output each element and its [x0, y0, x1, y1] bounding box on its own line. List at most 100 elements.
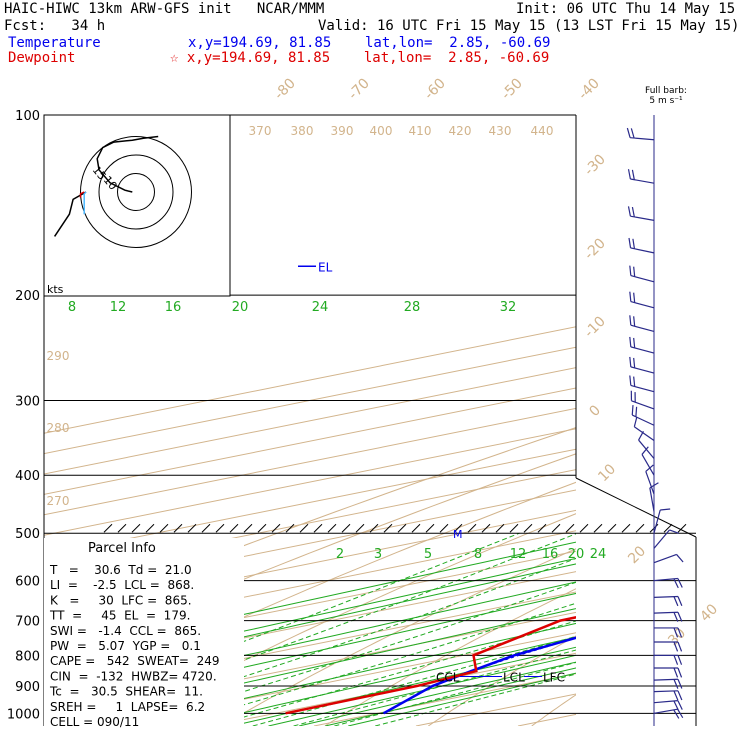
pressure-tick-label: 900 [15, 680, 40, 695]
tick-mark [327, 523, 337, 533]
tick-mark [593, 523, 603, 533]
isotherm-line [44, 326, 576, 434]
mixing-ratio-line [185, 636, 576, 726]
parcel-info-row: SWI = -1.4 CCL = 865. [50, 624, 201, 638]
mixing-ratio-line [298, 661, 576, 726]
isotherm-line [44, 387, 576, 495]
wind-barb [653, 508, 671, 534]
tick-mark [187, 523, 197, 533]
wind-barb [649, 482, 659, 512]
wind-barb [653, 611, 683, 622]
lcl-label: LCL [503, 671, 525, 685]
mixing-ratio-line [268, 654, 576, 726]
dry-adiabat [324, 588, 576, 726]
mixing-ratio-tick-label: 12 [110, 300, 127, 315]
parcel-info-row: K = 30 LFC = 865. [50, 593, 192, 607]
tick-mark [271, 523, 281, 533]
wind-barb [653, 678, 683, 689]
wind-barb [627, 169, 655, 184]
pressure-tick-label: 600 [15, 575, 40, 590]
tick-mark [509, 523, 519, 533]
barb-key-title: Full barb: [645, 86, 687, 96]
temperature-tick-label: -50 [498, 75, 525, 102]
mixing-ratio-tick-label: 24 [590, 547, 607, 562]
parcel-info-row: Tc = 30.5 SHEAR= 11. [49, 685, 203, 699]
theta-tick-label: 430 [489, 124, 512, 138]
temperature-tick-label: -80 [271, 75, 298, 102]
temperature-tick-label: 10 [595, 461, 619, 485]
mixing-ratio-line [348, 672, 576, 726]
dry-adiabat [44, 453, 576, 665]
tick-mark [369, 523, 379, 533]
isotherm-line [44, 367, 576, 475]
theta-tick-label: 280 [47, 421, 70, 435]
mixing-ratio-tick-label: 8 [474, 547, 482, 562]
mixing-ratio-tick-label: 24 [312, 300, 329, 315]
wind-barb [653, 690, 683, 701]
tick-mark [299, 523, 309, 533]
tick-mark [145, 523, 155, 533]
mixing-ratio-tick-label: 12 [510, 547, 527, 562]
temperature-tick-label: -30 [581, 151, 608, 178]
tick-mark [159, 523, 169, 533]
wind-barb [628, 237, 655, 254]
wind-barb [629, 356, 655, 374]
wind-barb [629, 375, 655, 393]
hodograph-frame [43, 114, 231, 297]
temperature-tick-label: 0 [586, 402, 604, 420]
tick-mark [397, 523, 407, 533]
mixing-ratio-line [44, 563, 576, 682]
wind-barb [629, 265, 655, 283]
tick-mark [565, 523, 575, 533]
model-title: HAIC-HIWC 13km ARW-GFS init NCAR/MMM [4, 1, 325, 17]
tick-mark [341, 523, 351, 533]
temperature-tick-label: -70 [345, 75, 372, 102]
wind-barb [626, 127, 655, 141]
tick-mark [635, 523, 645, 533]
temperature-location: x,y=194.69, 81.85 lat,lon= 2.85, -60.69 [188, 35, 551, 51]
tick-mark [439, 523, 449, 533]
parcel-info-row: SREH = 1 LAPSE= 6.2 [50, 700, 205, 714]
tick-mark [467, 523, 477, 533]
wind-barb [645, 464, 655, 495]
wind-barb [653, 553, 684, 564]
init-time: Init: 06 UTC Thu 14 May 15 [516, 1, 736, 17]
hodograph-trace [53, 191, 87, 237]
el-label: EL [318, 260, 333, 274]
mixing-ratio-tick-label: 28 [404, 300, 421, 315]
mixing-ratio-tick-label: 16 [165, 300, 182, 315]
wind-barb [641, 446, 655, 476]
parcel-info-title: Parcel Info [88, 541, 156, 556]
tick-mark [579, 523, 589, 533]
pressure-tick-label: 500 [15, 527, 40, 542]
pressure-tick-label: 100 [15, 109, 40, 124]
mixing-ratio-tick-label: 20 [232, 300, 249, 315]
sounding-traces [285, 616, 576, 715]
wind-barbs [626, 115, 684, 726]
pressure-tick-label: 300 [15, 394, 40, 409]
theta-tick-label: 290 [47, 349, 70, 363]
tick-mark [453, 523, 463, 533]
dry-adiabat [221, 548, 576, 726]
temperature-tick-label: 40 [697, 601, 721, 625]
header: HAIC-HIWC 13km ARW-GFS init NCAR/MMM Ini… [0, 0, 740, 70]
isotherm-line [44, 346, 576, 455]
hodograph-ring [80, 136, 192, 248]
wind-barb [629, 291, 655, 309]
wind-barb [631, 405, 655, 426]
mixing-ratio-line [325, 667, 576, 726]
mixing-ratio-tick-label: 16 [542, 547, 559, 562]
parcel-info-row: TT = 45 EL = 179. [49, 609, 190, 623]
theta-tick-label: 440 [531, 124, 554, 138]
wind-barb [654, 641, 683, 652]
hodograph-units: kts [47, 283, 64, 296]
tick-mark [229, 523, 239, 533]
hodograph-ring [98, 154, 174, 230]
pressure-tick-label: 200 [15, 289, 40, 304]
lfc-label: LFC [543, 671, 565, 685]
tick-mark [663, 523, 673, 533]
temperature-tick-label: -10 [581, 313, 608, 340]
tick-mark [607, 523, 617, 533]
wind-barb [629, 336, 655, 354]
mixing-ratio-tick-label: 8 [68, 300, 76, 315]
